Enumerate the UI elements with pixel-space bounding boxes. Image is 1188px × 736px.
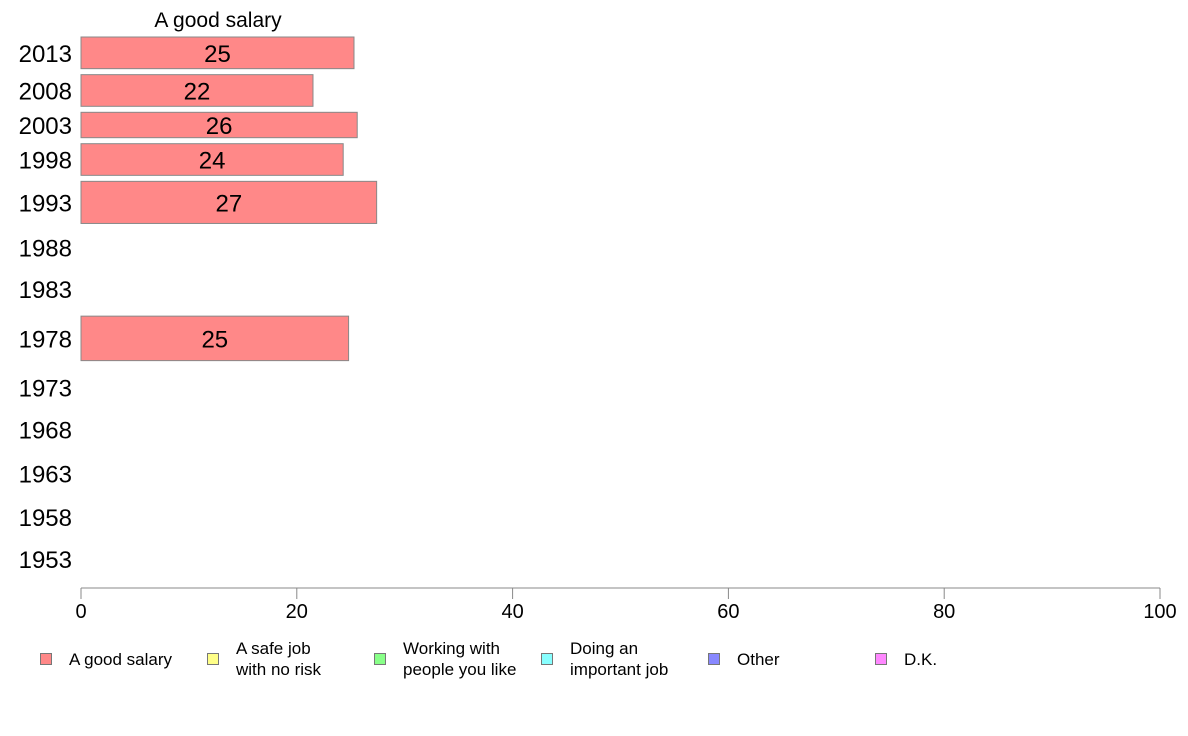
legend-swatch <box>374 653 386 665</box>
year-label: 2003 <box>19 113 72 140</box>
bar-value-label: 24 <box>199 148 226 175</box>
year-label: 1953 <box>19 547 72 574</box>
bar <box>80 315 350 362</box>
legend-label: Doing an important job <box>570 639 669 679</box>
legend-label: Other <box>737 649 780 669</box>
year-label: 1958 <box>19 505 72 532</box>
year-label: 1973 <box>19 376 72 403</box>
year-label: 2008 <box>19 78 72 105</box>
x-tick-label: 100 <box>1143 601 1176 623</box>
bar <box>80 36 355 70</box>
year-label: 1978 <box>19 326 72 353</box>
year-label: 1993 <box>19 190 72 217</box>
year-label: 2013 <box>19 41 72 68</box>
legend-label: Working with people you like <box>403 639 517 679</box>
legend-item-dk: D.K. <box>875 636 937 682</box>
chart-title: A good salary <box>154 9 282 32</box>
year-label: 1968 <box>19 417 72 444</box>
bar <box>80 111 358 139</box>
legend: A good salary A safe job with no risk Wo… <box>40 636 1160 686</box>
year-label: 1998 <box>19 148 72 175</box>
bar-value-label: 22 <box>184 78 211 105</box>
x-tick-label: 0 <box>75 601 86 623</box>
legend-label: A safe job with no risk <box>236 639 322 679</box>
bar-chart: A good salary 2013 25 2008 22 2003 26 1998 24 19… <box>19 9 1177 623</box>
x-tick-label: 40 <box>501 601 523 623</box>
bar-value-label: 25 <box>204 41 231 68</box>
x-tick-label: 20 <box>286 601 308 623</box>
bar-value-label: 27 <box>215 190 242 217</box>
legend-swatch <box>708 653 720 665</box>
legend-item-other: Other <box>708 636 780 682</box>
x-axis: 0 20 40 60 80 100 <box>75 587 1177 623</box>
legend-label: D.K. <box>904 649 938 669</box>
legend-item-safe-job: A safe job with no risk <box>207 636 321 682</box>
chart-rows: 2013 25 2008 22 2003 26 1998 24 1993 27 1988 1983 19… <box>19 36 378 574</box>
legend-swatch <box>40 653 52 665</box>
legend-swatch <box>541 653 553 665</box>
bar <box>80 143 344 176</box>
x-tick-label: 80 <box>933 601 955 623</box>
legend-swatch <box>207 653 219 665</box>
legend-label: A good salary <box>69 649 173 669</box>
bar-value-label: 25 <box>201 326 228 353</box>
bar <box>80 74 314 107</box>
x-tick-label: 60 <box>717 601 739 623</box>
bar <box>80 180 378 224</box>
year-label: 1983 <box>19 277 72 304</box>
legend-swatch <box>875 653 887 665</box>
legend-item-salary: A good salary <box>40 636 172 682</box>
bar-value-label: 26 <box>206 113 233 140</box>
year-label: 1988 <box>19 235 72 262</box>
legend-item-people: Working with people you like <box>374 636 516 682</box>
legend-item-important-job: Doing an important job <box>541 636 668 682</box>
year-label: 1963 <box>19 461 72 488</box>
